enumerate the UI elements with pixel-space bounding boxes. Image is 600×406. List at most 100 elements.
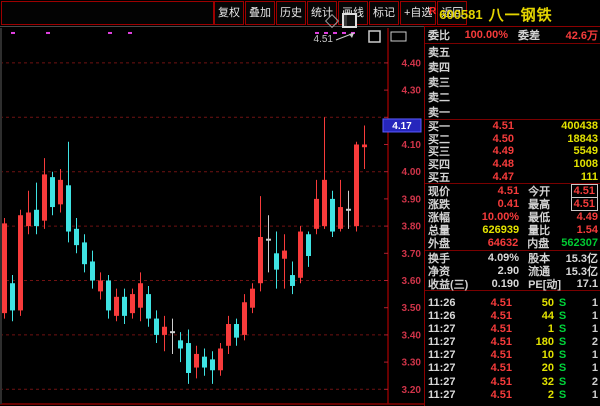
bid3-label: 买三 [428, 146, 450, 159]
svg-text:4.10: 4.10 [402, 140, 422, 151]
total-vol-label: 总量 [428, 225, 450, 238]
high-label: 最高 [528, 198, 551, 211]
quote-row-nav: 净资 2.90 流通 15.3亿 [425, 264, 600, 278]
bid5-label: 买五 [428, 171, 450, 184]
svg-text:3.60: 3.60 [402, 276, 422, 287]
bid3-vol: 5549 [573, 145, 598, 158]
svg-text:3.70: 3.70 [402, 249, 422, 260]
ask2-label: 卖二 [428, 91, 450, 104]
bid2-price: 4.50 [492, 132, 514, 145]
stock-code: 600581 [439, 6, 483, 22]
back-button[interactable]: 返回 [437, 1, 468, 25]
svg-text:4.30: 4.30 [402, 86, 422, 97]
quote-row-volume: 总量 626939 量比 1.54 [425, 224, 600, 237]
margin-flag: R [429, 5, 437, 17]
tick-row: 11:27 4.51 20 S 1 [428, 362, 598, 375]
ask-row-3[interactable]: 卖三 [425, 74, 600, 89]
svg-text:3.80: 3.80 [402, 222, 422, 233]
bid-row-4[interactable]: 买四 4.48 1008 [425, 158, 600, 171]
statistics-button[interactable]: 统计 [307, 1, 337, 25]
quote-row-change: 涨跌 0.41 最高 4.51 [425, 196, 600, 211]
bid1-label: 买一 [428, 121, 450, 134]
change-value: 0.41 [497, 197, 520, 210]
svg-text:3.50: 3.50 [402, 303, 422, 314]
ask5-label: 卖五 [428, 46, 450, 59]
ask-row-1[interactable]: 卖一 [425, 104, 600, 119]
ask-row-5[interactable]: 卖五 [425, 44, 600, 59]
open-label: 今开 [528, 185, 551, 198]
tick-row: 11:27 4.51 32 S 2 [428, 375, 598, 388]
pct-label: 涨幅 [428, 211, 450, 224]
nav-label: 净资 [428, 265, 450, 278]
weibi-row: 委比 100.00% 委差 42.6万 [425, 27, 600, 43]
divider [425, 182, 600, 184]
low-value: 4.49 [576, 210, 598, 223]
float-label: 流通 [528, 265, 551, 278]
change-label: 涨跌 [428, 198, 450, 211]
tick-trades-list[interactable]: 11:26 4.51 50 S 1 11:26 4.51 44 S 1 11:27 4.5… [425, 291, 600, 401]
candlestick-chart[interactable]: 4.51 4.40 4.30 4.10 4.00 3.90 3.80 3.70 3.60 3.50… [0, 28, 424, 406]
quote-row-price: 现价 4.51 今开 4.51 [425, 183, 600, 198]
bid-row-2[interactable]: 买二 4.50 18843 [425, 133, 600, 146]
bid1-price: 4.51 [492, 120, 514, 133]
vol-ratio-value: 1.54 [576, 224, 598, 237]
ask1-label: 卖一 [428, 106, 450, 119]
chart-left-edge [0, 28, 2, 404]
inner-lots-value: 562307 [561, 237, 598, 250]
tick-row: 11:27 4.51 180 S 2 [428, 336, 598, 349]
svg-text:3.40: 3.40 [402, 330, 422, 341]
svg-text:4.51: 4.51 [314, 34, 334, 45]
bid4-price: 4.48 [492, 158, 514, 171]
overlay-button[interactable]: 叠加 [245, 1, 275, 25]
bid4-vol: 1008 [573, 158, 598, 171]
bid2-label: 买二 [428, 133, 450, 146]
svg-text:3.30: 3.30 [402, 358, 422, 369]
last-price-label: 现价 [428, 185, 450, 198]
total-vol-value: 626939 [482, 224, 520, 237]
mark-button[interactable]: 标记 [369, 1, 399, 25]
ask-row-4[interactable]: 卖四 [425, 59, 600, 74]
divider [425, 249, 600, 251]
quote-row-lots: 外盘 64632 内盘 562307 [425, 237, 600, 250]
stock-name: 八一钢铁 [488, 6, 553, 24]
tick-row: 11:26 4.51 44 S 1 [428, 310, 598, 323]
add-watchlist-button[interactable]: +自选 [400, 1, 437, 25]
weicha-label: 委差 [518, 30, 540, 42]
pe-label: PE[动] [528, 278, 562, 291]
shares-label: 股本 [528, 252, 551, 265]
weibi-label: 委比 [428, 30, 450, 42]
toolbar: 复权 叠加 历史 统计 画线 标记 +自选 返回 R 600581 八一钢铁 [0, 0, 600, 27]
outer-lots-label: 外盘 [428, 238, 450, 251]
last-price-value: 4.51 [497, 184, 520, 197]
bid4-label: 买四 [428, 159, 450, 172]
ask3-label: 卖三 [428, 76, 450, 89]
bid2-vol: 18843 [567, 132, 598, 145]
divider [425, 119, 600, 120]
tick-row: 11:26 4.51 50 S 1 [428, 297, 598, 310]
history-button[interactable]: 历史 [276, 1, 306, 25]
bid-row-3[interactable]: 买三 4.49 5549 [425, 145, 600, 158]
quote-row-pct: 涨幅 10.00% 最低 4.49 [425, 210, 600, 224]
restore-rights-button[interactable]: 复权 [214, 1, 244, 25]
turnover-label: 换手 [428, 252, 450, 265]
ask4-label: 卖四 [428, 61, 450, 74]
bid5-price: 4.47 [492, 170, 514, 183]
svg-text:4.00: 4.00 [402, 167, 422, 178]
low-label: 最低 [528, 211, 551, 224]
svg-text:4.40: 4.40 [402, 58, 422, 69]
ask-row-2[interactable]: 卖二 [425, 89, 600, 104]
divider [425, 290, 600, 292]
panel-layout-icon[interactable] [342, 13, 357, 28]
outer-lots-value: 64632 [487, 237, 519, 250]
bid-row-1[interactable]: 买一 4.51 400438 [425, 120, 600, 133]
svg-text:3.90: 3.90 [402, 194, 422, 205]
nav-value: 2.90 [497, 264, 520, 277]
open-value: 4.51 [570, 183, 598, 198]
bid3-price: 4.49 [492, 145, 514, 158]
vol-ratio-label: 量比 [528, 225, 551, 238]
chart-canvas[interactable]: 4.51 4.40 4.30 4.10 4.00 3.90 3.80 3.70 3.60 3.50… [0, 28, 424, 406]
bid-row-5[interactable]: 买五 4.47 111 [425, 170, 600, 184]
